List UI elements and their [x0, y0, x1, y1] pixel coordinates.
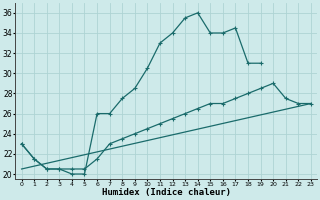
X-axis label: Humidex (Indice chaleur): Humidex (Indice chaleur) [102, 188, 231, 197]
